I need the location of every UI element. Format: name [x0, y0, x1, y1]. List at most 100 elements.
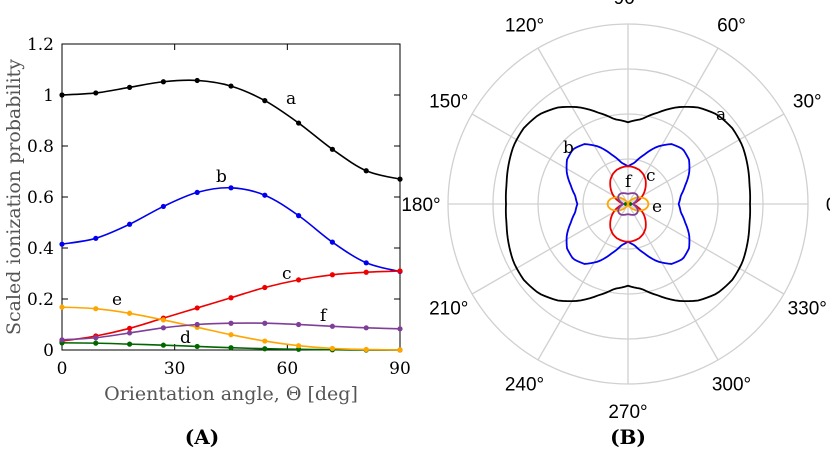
polar-spoke: [537, 203, 629, 361]
polar-spoke: [627, 47, 719, 205]
data-point-f: [93, 335, 99, 341]
x-tick-label: 90: [389, 359, 411, 379]
series-line-a: [61, 79, 401, 180]
y-tick-label: 0.4: [27, 239, 54, 259]
polar-series-label-c: c: [646, 166, 656, 186]
data-point-b: [329, 239, 335, 245]
x-tick-label: 60: [277, 359, 299, 379]
data-point-c: [127, 325, 133, 331]
series-label-b: b: [216, 167, 227, 187]
data-point-e: [296, 343, 302, 349]
polar-spoke: [627, 203, 785, 295]
data-point-c: [397, 268, 403, 274]
x-tick-label: 0: [57, 359, 68, 379]
data-point-f: [59, 337, 65, 343]
data-point-e: [262, 338, 268, 344]
data-point-f: [397, 326, 403, 332]
polar-series-label-b: b: [563, 138, 574, 158]
y-tick-label: 0.8: [27, 137, 54, 157]
data-point-f: [228, 320, 234, 326]
data-point-e: [329, 345, 335, 352]
angle-tick-label: 120°: [505, 16, 544, 37]
panel-a-line-chart: 0 30 60 90 0 0.2 0.4 0.6 0.8 1 1.2 a b c d e f Orientat…: [3, 35, 411, 449]
polar-series: [504, 105, 752, 303]
data-point-f: [329, 323, 335, 329]
x-tick-label: 30: [164, 359, 186, 379]
polar-series-labels: a b cef: [563, 105, 726, 217]
series-label-e: e: [112, 290, 122, 310]
y-tick-label: 1.2: [27, 35, 54, 55]
data-point-a: [93, 90, 99, 96]
data-point-d: [194, 343, 200, 350]
polar-spoke: [471, 203, 629, 295]
plot-a-xlabel: Orientation angle, Θ [deg]: [104, 383, 358, 405]
polar-angle-ticks: 0° 30° 60° 90° 120° 150° 180° 210° 240° 270° 300° 3…: [401, 0, 830, 423]
angle-tick-label: 90°: [614, 0, 643, 9]
data-point-a: [160, 79, 166, 85]
angle-tick-label: 240°: [505, 374, 544, 395]
data-point-f: [363, 325, 369, 331]
data-point-f: [160, 325, 166, 331]
data-point-b: [262, 192, 268, 198]
data-point-f: [262, 320, 268, 326]
data-point-f: [194, 321, 200, 328]
data-point-b: [296, 213, 302, 219]
polar-curve-e: [606, 196, 650, 212]
panel-b-label: (B): [610, 425, 646, 449]
angle-tick-label: 270°: [608, 402, 647, 423]
angle-tick-label: 180°: [401, 195, 440, 216]
panel-b-polar-chart: 0° 30° 60° 90° 120° 150° 180° 210° 240° 270° 300° 3…: [401, 0, 830, 449]
series-label-d: d: [180, 328, 191, 348]
data-point-d: [127, 341, 133, 347]
series-line-b: [61, 186, 401, 273]
data-point-c: [228, 295, 234, 301]
data-point-a: [329, 146, 335, 152]
data-point-e: [228, 332, 234, 338]
polar-series-label-e: e: [652, 197, 662, 217]
data-point-e: [127, 310, 133, 316]
data-point-c: [296, 277, 302, 283]
angle-tick-label: 60°: [717, 16, 746, 37]
series-label-f: f: [320, 306, 328, 326]
polar-spoke: [471, 113, 629, 205]
data-point-a: [296, 120, 302, 126]
data-point-e: [93, 306, 99, 312]
data-point-b: [194, 189, 200, 196]
angle-tick-label: 150°: [429, 92, 468, 113]
angle-tick-label: 210°: [429, 299, 468, 320]
data-point-d: [262, 346, 268, 352]
data-point-a: [262, 98, 268, 104]
data-point-e: [59, 304, 65, 310]
panel-a-label: (A): [185, 425, 219, 449]
y-tick-label: 1: [43, 86, 54, 106]
data-point-d: [93, 340, 99, 346]
data-point-b: [228, 185, 234, 191]
data-point-a: [363, 168, 369, 174]
data-point-a: [127, 84, 133, 90]
angle-tick-label: 30°: [793, 92, 822, 113]
plot-a-ticks: 0 30 60 90 0 0.2 0.4 0.6 0.8 1 1.2: [27, 35, 411, 379]
angle-tick-label: 0°: [826, 195, 830, 216]
plot-a-series-labels: a b c d e f: [112, 89, 328, 348]
data-point-b: [127, 221, 133, 227]
data-point-d: [296, 346, 302, 352]
data-point-a: [228, 83, 234, 89]
data-point-d: [228, 345, 234, 351]
y-tick-label: 0: [43, 341, 54, 361]
polar-series-label-a: a: [716, 105, 726, 125]
polar-series-label-f: f: [625, 172, 633, 192]
data-point-a: [194, 77, 200, 84]
polar-spoke: [537, 47, 629, 205]
data-point-f: [127, 330, 133, 336]
data-point-a: [59, 92, 65, 98]
angle-tick-label: 300°: [712, 374, 751, 395]
polar-grid: [447, 23, 809, 385]
data-point-b: [363, 260, 369, 266]
angle-tick-label: 330°: [788, 299, 827, 320]
plot-a-series: [59, 77, 403, 353]
series-label-c: c: [282, 264, 292, 284]
data-point-e: [397, 347, 403, 353]
data-point-c: [194, 305, 200, 311]
plot-a-ylabel: Scaled ionization probability: [3, 59, 25, 335]
